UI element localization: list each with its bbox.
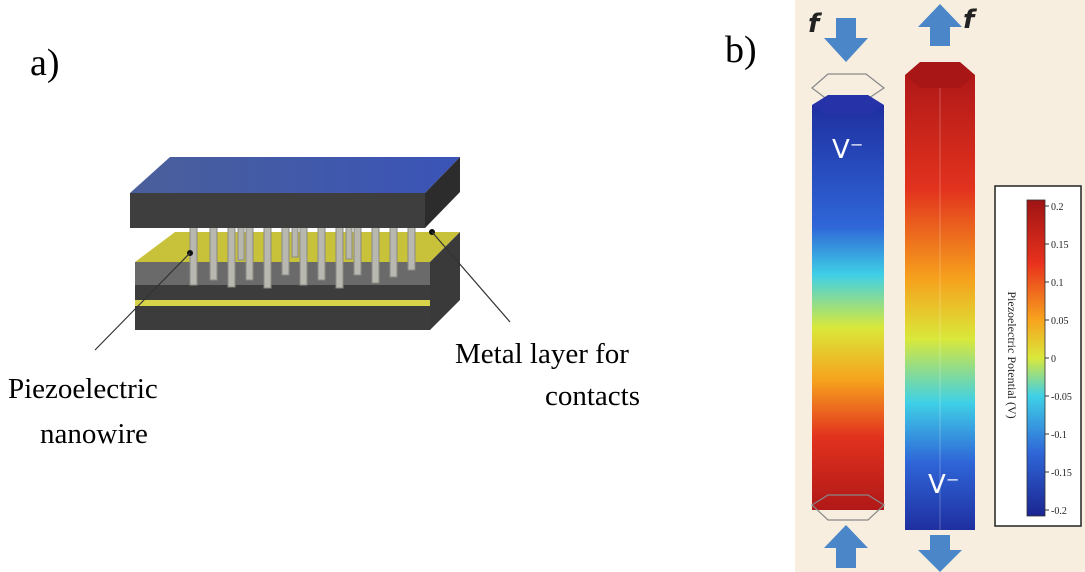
tick-label: -0.05 — [1051, 392, 1072, 403]
metal-layer — [135, 300, 430, 306]
top-plate-front — [130, 193, 425, 228]
colorbar-title: Piezoelectric Potential (V) — [1005, 291, 1019, 418]
panel-label: a) — [30, 42, 60, 84]
tick-label: 0.2 — [1051, 202, 1064, 213]
force-arrow — [824, 18, 868, 62]
metal-label: Metal layer for — [455, 338, 629, 370]
top-plate-top — [130, 157, 460, 193]
force-arrow — [824, 525, 868, 568]
nanowire-label: nanowire — [40, 418, 148, 450]
force-arrow — [918, 4, 962, 46]
colorbar-ticks: 0.2 0.15 0.1 0.05 0 -0.05 -0.1 -0.15 -0.2 — [1045, 202, 1072, 517]
rod-cap — [812, 95, 884, 115]
colorbar — [1026, 199, 1046, 517]
rod-left — [812, 105, 884, 510]
tick-label: 0.15 — [1051, 240, 1069, 251]
panel-label: b) — [725, 29, 757, 71]
panel-b: b) V⁻ V⁻ f f Piezoelectric Potential (V)… — [725, 0, 1085, 572]
rod-outline — [811, 494, 885, 521]
bottom-plate-base — [135, 285, 430, 330]
top-plate-side — [425, 157, 460, 228]
rod-right — [905, 75, 975, 530]
charge-label: V⁻ — [928, 470, 960, 500]
rod-cap — [905, 62, 975, 88]
force-arrow — [918, 535, 962, 572]
tick-label: 0.1 — [1051, 278, 1064, 289]
pointer-line — [94, 252, 191, 351]
metal-label: contacts — [545, 380, 640, 412]
pointer-line — [431, 231, 511, 323]
nanowire-label: Piezoelectric — [8, 373, 158, 405]
force-label: f — [963, 5, 978, 35]
tick-label: 0 — [1051, 354, 1056, 365]
charge-label: V⁻ — [832, 135, 864, 165]
tick-label: 0.05 — [1051, 316, 1069, 327]
tick-label: -0.2 — [1051, 506, 1067, 517]
panel-a: a) Piezoelectric nanowire Metal layer fo… — [8, 42, 640, 450]
force-label: f — [808, 9, 823, 39]
tick-label: -0.1 — [1051, 430, 1067, 441]
tick-label: -0.15 — [1051, 468, 1072, 479]
